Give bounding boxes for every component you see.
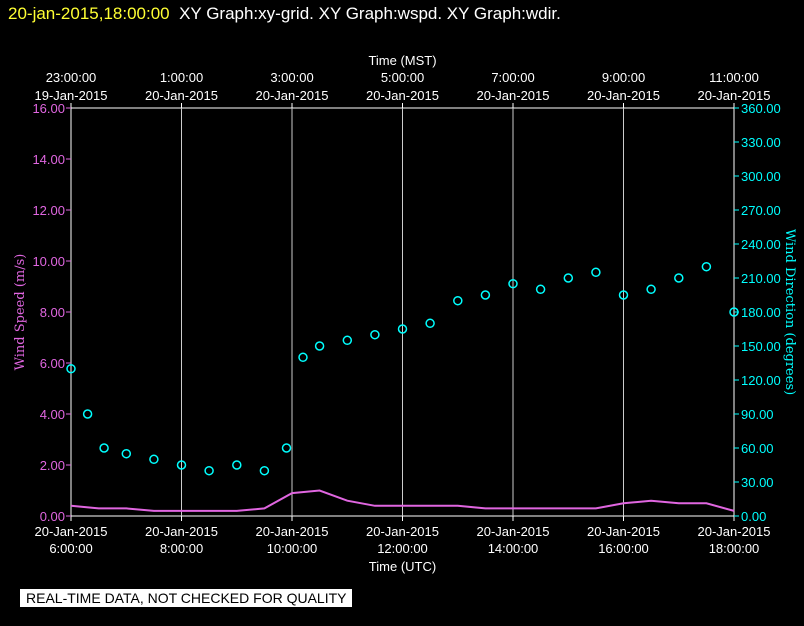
right-tick-label: 330.00 [741, 135, 781, 150]
top-tick-label-time: 9:00:00 [602, 70, 645, 85]
series-point-wdir [535, 284, 546, 295]
top-tick-label-date: 20-Jan-2015 [698, 88, 771, 103]
x-tick-label-time: 6:00:00 [49, 541, 92, 556]
left-tick-label: 2.00 [40, 458, 65, 473]
top-axis-title: Time (MST) [368, 53, 436, 68]
x-axis-title: Time (UTC) [369, 559, 436, 574]
series-point-wdir [480, 290, 491, 300]
quality-notice: REAL-TIME DATA, NOT CHECKED FOR QUALITY [20, 589, 353, 607]
series-point-wdir [176, 460, 187, 470]
series-point-wdir [204, 465, 214, 476]
left-tick-label: 16.00 [32, 101, 65, 116]
left-tick-label: 10.00 [32, 254, 65, 269]
top-tick-label-time: 1:00:00 [160, 70, 203, 85]
left-axis-title: Wind Speed (m/s) [13, 254, 28, 371]
series-point-wdir [729, 307, 739, 317]
top-tick-label-time: 7:00:00 [491, 70, 534, 85]
series-point-wdir [425, 318, 435, 329]
x-tick-label-time: 18:00:00 [709, 541, 760, 556]
top-tick-label-time: 11:00:00 [709, 70, 759, 85]
right-tick-label: 210.00 [741, 271, 781, 286]
left-tick-label: 12.00 [32, 203, 65, 218]
x-tick-label-date: 20-Jan-2015 [477, 524, 550, 539]
series-point-wdir [701, 261, 712, 272]
x-tick-label-date: 20-Jan-2015 [256, 524, 329, 539]
series-point-wdir [370, 329, 380, 340]
x-tick-label-time: 16:00:00 [598, 541, 649, 556]
series-point-wdir [232, 460, 242, 470]
top-tick-label-date: 19-Jan-2015 [35, 88, 108, 103]
x-tick-label-date: 20-Jan-2015 [587, 524, 660, 539]
right-tick-label: 300.00 [741, 169, 781, 184]
top-tick-label-time: 3:00:00 [270, 70, 313, 85]
series-point-wdir [674, 273, 684, 283]
x-tick-label-date: 20-Jan-2015 [698, 524, 771, 539]
left-tick-label: 8.00 [40, 305, 65, 320]
left-tick-label: 4.00 [40, 407, 65, 422]
right-tick-label: 150.00 [741, 339, 781, 354]
left-tick-label: 6.00 [40, 356, 65, 371]
top-tick-label-date: 20-Jan-2015 [256, 88, 329, 103]
series-line-wspd [70, 489, 735, 512]
series-point-wdir [397, 324, 408, 334]
x-tick-label-time: 12:00:00 [377, 541, 428, 556]
x-tick-label-date: 20-Jan-2015 [145, 524, 218, 539]
x-tick-label-date: 20-Jan-2015 [35, 524, 108, 539]
series-point-wdir [342, 335, 353, 346]
series-point-wdir [82, 409, 93, 419]
chart-graph-list: XY Graph:xy-grid. XY Graph:wspd. XY Grap… [179, 4, 561, 23]
left-tick-label: 0.00 [40, 509, 65, 524]
right-tick-label: 270.00 [741, 203, 781, 218]
right-tick-label: 240.00 [741, 237, 781, 252]
left-tick-label: 14.00 [32, 152, 65, 167]
chart-header: 20-jan-2015,18:00:00 XY Graph:xy-grid. X… [8, 4, 561, 24]
x-tick-label-time: 8:00:00 [160, 541, 203, 556]
series-point-wdir [281, 443, 292, 453]
top-tick-label-date: 20-Jan-2015 [587, 88, 660, 103]
series-point-wdir [66, 363, 76, 374]
chart-timestamp: 20-jan-2015,18:00:00 [8, 4, 170, 23]
top-tick-label-time: 5:00:00 [381, 70, 424, 85]
top-tick-label-date: 20-Jan-2015 [477, 88, 550, 103]
series-point-wdir [646, 284, 656, 295]
right-axis-title: Wind Direction (degrees) [782, 229, 797, 395]
x-tick-label-time: 14:00:00 [488, 541, 539, 556]
right-tick-label: 60.00 [741, 441, 774, 456]
series-point-wdir [453, 295, 463, 306]
top-tick-label-date: 20-Jan-2015 [145, 88, 218, 103]
right-tick-label: 90.00 [741, 407, 774, 422]
x-tick-label-date: 20-Jan-2015 [366, 524, 439, 539]
series-point-wdir [99, 443, 109, 453]
series-point-wdir [121, 448, 132, 459]
top-tick-label-date: 20-Jan-2015 [366, 88, 439, 103]
series-point-wdir [591, 267, 601, 278]
right-tick-label: 180.00 [741, 305, 781, 320]
right-tick-label: 30.00 [741, 475, 774, 490]
series-point-wdir [508, 278, 518, 289]
right-tick-label: 0.00 [741, 509, 766, 524]
top-tick-label-time: 23:00:00 [46, 70, 97, 85]
series-point-wdir [298, 352, 308, 363]
right-tick-label: 120.00 [741, 373, 781, 388]
series-point-wdir [259, 465, 270, 476]
series-point-wdir [618, 290, 629, 300]
series-point-wdir [149, 454, 159, 465]
series-point-wdir [563, 273, 574, 283]
series-point-wdir [314, 341, 325, 351]
x-tick-label-time: 10:00:00 [267, 541, 318, 556]
right-tick-label: 360.00 [741, 101, 781, 116]
